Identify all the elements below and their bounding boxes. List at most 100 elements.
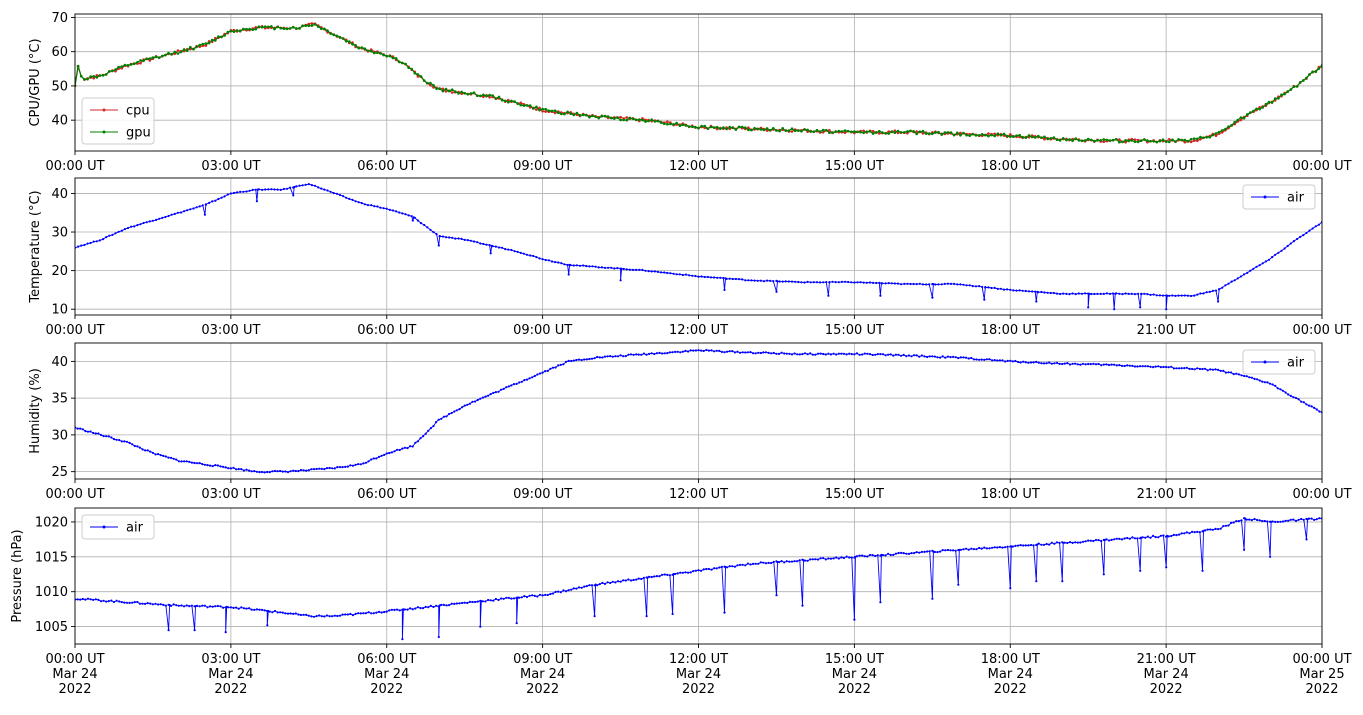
- data-point: [435, 604, 438, 607]
- data-point: [148, 59, 152, 62]
- data-point: [125, 601, 129, 604]
- data-point: [544, 107, 547, 111]
- data-point: [369, 50, 373, 53]
- data-point: [931, 355, 934, 358]
- data-point: [323, 188, 326, 191]
- data-point: [764, 351, 768, 354]
- data-point: [1236, 118, 1240, 122]
- x-tick-label: 06:00 UT: [357, 487, 416, 502]
- data-point: [341, 466, 344, 469]
- data-point: [179, 50, 183, 54]
- data-point: [663, 271, 666, 274]
- data-point: [593, 615, 596, 618]
- data-point: [734, 128, 738, 131]
- data-point: [149, 602, 152, 605]
- data-point: [1124, 139, 1127, 142]
- data-point: [264, 188, 267, 191]
- data-point: [1102, 138, 1106, 141]
- data-point: [1315, 518, 1318, 521]
- data-point: [784, 129, 788, 132]
- data-point: [435, 421, 438, 424]
- data-point: [157, 453, 160, 456]
- data-point: [128, 601, 131, 605]
- data-point: [915, 551, 918, 554]
- data-point: [257, 25, 261, 29]
- data-point: [1012, 135, 1015, 138]
- data-point: [320, 27, 323, 31]
- data-point: [305, 613, 308, 617]
- data-point: [968, 134, 971, 137]
- data-point: [263, 25, 267, 29]
- data-point: [638, 268, 641, 271]
- data-point: [871, 129, 875, 133]
- data-point: [312, 468, 316, 471]
- data-point: [723, 351, 726, 354]
- data-point: [809, 558, 812, 561]
- data-point: [373, 51, 376, 55]
- data-point: [220, 35, 223, 39]
- data-point: [614, 581, 617, 584]
- data-point: [1015, 134, 1018, 137]
- data-point: [388, 208, 391, 211]
- data-point: [575, 111, 579, 115]
- data-point: [453, 602, 456, 606]
- data-point: [856, 130, 859, 134]
- x-tick-label-line: 12:00 UT: [669, 323, 728, 338]
- data-point: [242, 607, 245, 610]
- data-point: [1284, 519, 1287, 522]
- data-point: [1305, 231, 1308, 235]
- data-point: [899, 131, 903, 134]
- data-point: [84, 598, 87, 601]
- data-point: [585, 264, 588, 268]
- data-point: [720, 565, 724, 569]
- data-point: [118, 600, 121, 603]
- data-point: [1243, 548, 1246, 551]
- data-point: [240, 468, 243, 471]
- data-point: [1289, 88, 1293, 91]
- data-point: [79, 74, 83, 78]
- data-point: [416, 606, 419, 609]
- data-point: [133, 601, 136, 604]
- data-point: [375, 457, 378, 460]
- data-point: [268, 610, 271, 613]
- data-point: [764, 562, 768, 565]
- x-tick-label: 00:00 UT Mar 25 2022: [1292, 652, 1351, 697]
- data-point: [480, 600, 483, 603]
- data-point: [528, 104, 532, 107]
- data-point: [1178, 367, 1181, 370]
- data-point: [211, 465, 214, 468]
- data-point: [1263, 381, 1266, 384]
- data-point: [525, 253, 529, 256]
- data-point: [99, 600, 103, 603]
- data-point: [1201, 530, 1204, 533]
- data-point: [790, 130, 794, 133]
- data-point: [842, 352, 846, 355]
- data-point: [329, 32, 332, 35]
- data-point: [819, 281, 822, 284]
- data-point: [1268, 520, 1272, 523]
- data-point: [1024, 136, 1028, 139]
- data-point: [609, 355, 612, 358]
- data-point: [1315, 408, 1318, 411]
- data-point: [513, 100, 516, 103]
- x-tick-label-line: 03:00 UT: [201, 487, 260, 502]
- data-point: [519, 251, 522, 254]
- data-point: [688, 274, 691, 277]
- data-point: [260, 608, 264, 612]
- data-point: [996, 132, 1000, 135]
- data-point: [214, 199, 217, 202]
- data-point: [780, 560, 783, 563]
- data-point: [357, 463, 360, 466]
- data-point: [1305, 76, 1308, 80]
- data-point: [1152, 534, 1155, 538]
- data-point: [232, 30, 236, 33]
- data-point: [502, 597, 505, 600]
- x-tick-label: 15:00 UT: [825, 159, 884, 174]
- data-point: [1059, 292, 1062, 296]
- data-point: [1110, 538, 1113, 542]
- x-tick-label-line: 21:00 UT: [1137, 323, 1196, 338]
- data-point: [828, 281, 831, 284]
- data-point: [1029, 361, 1033, 364]
- data-point: [814, 558, 817, 561]
- data-point: [1287, 393, 1290, 396]
